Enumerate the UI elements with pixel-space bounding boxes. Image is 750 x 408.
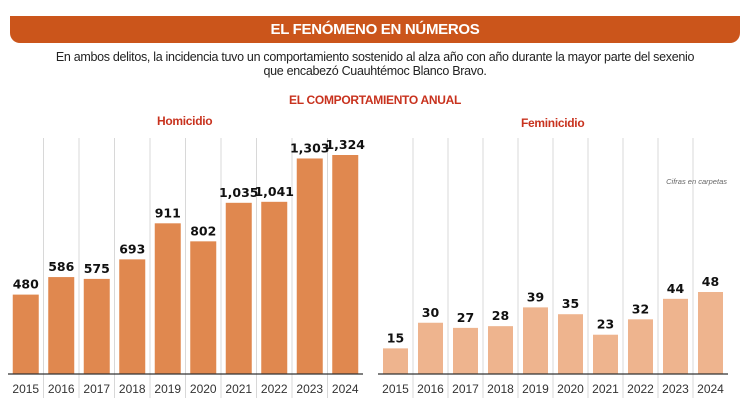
homicidio-tick-label: 2021 [225, 382, 252, 396]
homicidio-data-label: 802 [190, 223, 216, 238]
subtitle-line-2: que encabezó Cuauhtémoc Blanco Bravo. [263, 64, 487, 78]
feminicidio-data-label: 35 [562, 296, 579, 311]
homicidio-bar-2021 [225, 202, 252, 374]
homicidio-tick-label: 2019 [154, 382, 181, 396]
homicidio-data-label: 575 [84, 261, 110, 276]
note-text: Cifras en carpetas [666, 177, 727, 186]
subtitle-line-1: En ambos delitos, la incidencia tuvo un … [55, 50, 695, 64]
homicidio-data-label: 1,041 [254, 184, 294, 199]
feminicidio-tick-label: 2024 [697, 382, 724, 396]
feminicidio-tick-label: 2021 [592, 382, 619, 396]
feminicidio-bar-2016 [418, 322, 443, 374]
homicidio-tick-label: 2015 [12, 382, 39, 396]
homicidio-tick-label: 2020 [190, 382, 217, 396]
homicidio-title: Homicidio [157, 114, 213, 128]
feminicidio-tick-label: 2016 [417, 382, 444, 396]
homicidio-bar-2016 [48, 277, 75, 374]
homicidio-data-label: 1,303 [290, 140, 330, 155]
feminicidio-tick-label: 2020 [557, 382, 584, 396]
homicidio-bar-2017 [83, 278, 110, 374]
feminicidio-bar-2015 [383, 348, 408, 374]
homicidio-data-label: 1,035 [219, 185, 259, 200]
subtitle: En ambos delitos, la incidencia tuvo un … [20, 50, 730, 78]
homicidio-bar-2018 [119, 259, 146, 374]
homicidio-tick-label: 2016 [48, 382, 75, 396]
feminicidio-bar-2020 [558, 314, 583, 374]
homicidio-bar-2015 [12, 294, 39, 374]
feminicidio-data-label: 15 [387, 330, 404, 345]
feminicidio-tick-label: 2015 [382, 382, 409, 396]
feminicidio-bar-2024 [698, 292, 723, 374]
feminicidio-data-label: 39 [527, 289, 544, 304]
feminicidio-data-label: 48 [702, 274, 719, 289]
feminicidio-tick-label: 2017 [452, 382, 479, 396]
homicidio-data-label: 586 [48, 259, 74, 274]
feminicidio-data-label: 27 [457, 310, 474, 325]
banner-title: EL FENÓMENO EN NÚMEROS [10, 16, 740, 43]
feminicidio-data-label: 44 [667, 281, 685, 296]
homicidio-data-label: 911 [155, 205, 181, 220]
feminicidio-bar-2017 [453, 327, 478, 374]
feminicidio-data-label: 30 [422, 305, 440, 320]
feminicidio-data-label: 32 [632, 301, 649, 316]
homicidio-data-label: 1,324 [325, 137, 365, 152]
feminicidio-data-label: 28 [492, 308, 509, 323]
homicidio-tick-label: 2018 [119, 382, 146, 396]
feminicidio-tick-label: 2018 [487, 382, 514, 396]
homicidio-tick-label: 2024 [332, 382, 359, 396]
homicidio-tick-label: 2023 [296, 382, 323, 396]
feminicidio-tick-label: 2023 [662, 382, 689, 396]
feminicidio-bar-2021 [593, 334, 618, 374]
homicidio-bar-2023 [296, 158, 323, 374]
homicidio-data-label: 693 [119, 241, 145, 256]
section-title: EL COMPORTAMIENTO ANUAL [289, 93, 461, 107]
feminicidio-title: Feminicidio [521, 116, 585, 130]
homicidio-bar-2020 [190, 241, 217, 374]
feminicidio-bar-2022 [628, 319, 653, 374]
homicidio-bar-2019 [154, 223, 181, 374]
homicidio-bar-2024 [332, 155, 359, 374]
feminicidio-bar-2023 [663, 298, 688, 374]
feminicidio-tick-label: 2022 [627, 382, 654, 396]
feminicidio-bar-2018 [488, 326, 513, 374]
homicidio-bar-2022 [261, 201, 288, 374]
feminicidio-data-label: 23 [597, 317, 614, 332]
feminicidio-bar-2019 [523, 307, 548, 374]
homicidio-data-label: 480 [13, 277, 39, 292]
homicidio-tick-label: 2022 [261, 382, 288, 396]
homicidio-tick-label: 2017 [83, 382, 110, 396]
feminicidio-tick-label: 2019 [522, 382, 549, 396]
